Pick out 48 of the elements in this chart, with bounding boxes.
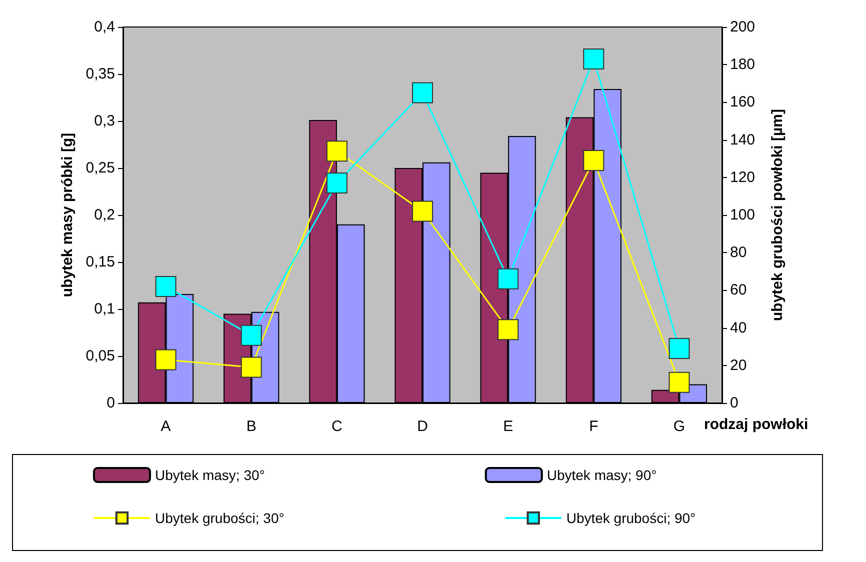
y2-tick-label: 80: [730, 244, 747, 262]
x-axis-title: rodzaj powłoki: [704, 416, 808, 433]
y2-axis-title: ubytek grubości powłoki [µm]: [769, 109, 786, 321]
point: [155, 349, 176, 370]
point: [668, 372, 690, 393]
y-tick-label: 0,3: [94, 112, 115, 130]
point: [412, 82, 433, 104]
point: [155, 276, 176, 297]
point: [583, 150, 604, 171]
y2-tick-label: 200: [730, 18, 756, 36]
y2-tick-label: 40: [730, 319, 747, 336]
point: [583, 48, 604, 70]
legend-label: Ubytek masy; 90°: [546, 467, 657, 483]
legend-label: Ubytek grubości; 30°: [155, 510, 284, 526]
y-tick-label: 0,15: [86, 254, 115, 270]
y2-tick-label: 160: [730, 94, 756, 111]
y-tick-label: 0,2: [94, 206, 115, 224]
point: [240, 356, 262, 378]
y-tick-label: 0,35: [86, 66, 115, 82]
y-tick-label: 0,4: [94, 18, 115, 36]
y2-tick-label: 60: [730, 282, 747, 299]
y-tick-label: 0,1: [94, 300, 115, 318]
y2-tick-label: 140: [730, 131, 756, 148]
y2-tick-label: 120: [730, 168, 756, 186]
point: [498, 268, 519, 290]
y2-tick-label: 0: [730, 394, 738, 412]
y-axis-title: ubytek masy próbki [g]: [58, 132, 76, 298]
y-tick-label: 0,25: [86, 160, 115, 176]
legend-label: Ubytek grubości; 90°: [566, 510, 696, 526]
x-tick-label: D: [417, 418, 428, 435]
x-tick-label: A: [160, 418, 171, 435]
y-tick-label: 0: [106, 394, 115, 412]
x-tick-label: C: [332, 418, 343, 435]
x-tick-label: F: [589, 418, 598, 435]
y2-tick-label: 100: [730, 206, 756, 224]
y2-tick-label: 180: [730, 56, 756, 74]
point: [412, 200, 433, 222]
x-tick-label: B: [246, 418, 256, 435]
legend-label: Ubytek masy; 30°: [155, 467, 265, 483]
point: [240, 324, 262, 346]
x-tick-label: G: [673, 418, 686, 435]
y2-tick-label: 20: [730, 356, 747, 374]
point: [668, 338, 690, 359]
point: [326, 140, 348, 162]
point: [498, 319, 519, 340]
point: [326, 172, 348, 194]
x-tick-label: E: [503, 418, 514, 435]
y-tick-label: 0,05: [86, 348, 115, 364]
